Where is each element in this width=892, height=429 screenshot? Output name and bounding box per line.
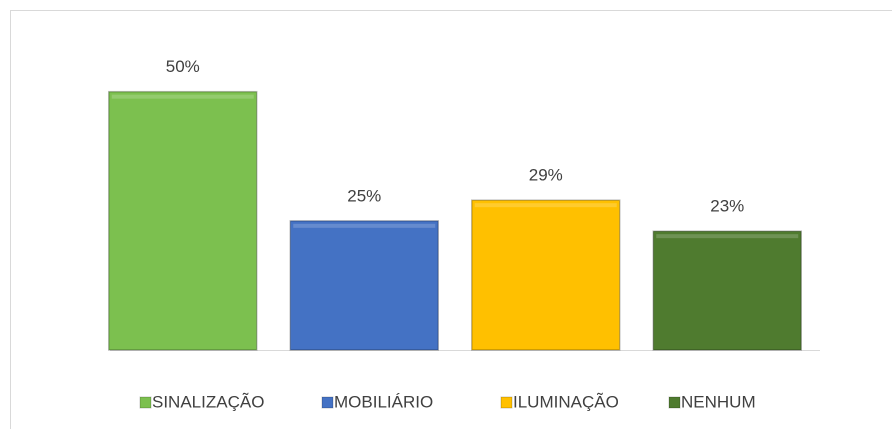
bar-highlight bbox=[293, 223, 436, 228]
legend-label: ILUMINAÇÃO bbox=[513, 392, 619, 411]
bar bbox=[652, 230, 802, 351]
data-label: 29% bbox=[529, 166, 563, 185]
bar-highlight bbox=[656, 234, 799, 239]
bar bbox=[108, 90, 258, 351]
data-label: 25% bbox=[347, 186, 381, 205]
legend-label: NENHUM bbox=[681, 392, 756, 411]
legend-label: MOBILIÁRIO bbox=[334, 392, 433, 411]
legend-swatch bbox=[668, 396, 681, 409]
data-label: 23% bbox=[710, 197, 744, 216]
bar-highlight bbox=[474, 203, 617, 208]
data-label: 50% bbox=[166, 57, 200, 76]
legend-swatch bbox=[500, 396, 513, 409]
legend-swatch bbox=[139, 396, 152, 409]
bar bbox=[289, 220, 439, 351]
legend-label: SINALIZAÇÃO bbox=[152, 392, 264, 411]
bar-highlight bbox=[111, 94, 254, 99]
bar bbox=[471, 199, 621, 351]
legend-swatch bbox=[321, 396, 334, 409]
